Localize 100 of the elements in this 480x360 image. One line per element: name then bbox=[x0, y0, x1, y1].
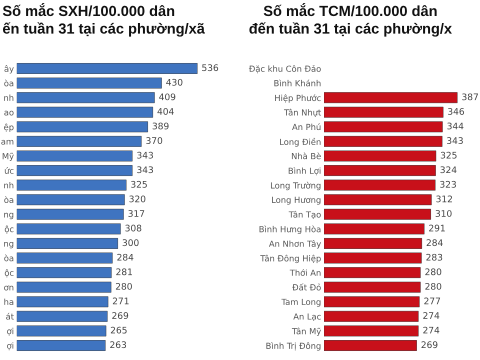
bar bbox=[16, 63, 198, 74]
y-tick-label: ức bbox=[4, 167, 14, 174]
data-label: 320 bbox=[129, 196, 146, 202]
bar bbox=[16, 92, 155, 104]
y-tick-label: Nhà Bè bbox=[292, 152, 321, 160]
data-label: 291 bbox=[429, 224, 445, 232]
data-label: 284 bbox=[117, 254, 134, 261]
y-tick-label: ha bbox=[4, 298, 14, 306]
y-tick-label: ơn bbox=[4, 285, 14, 290]
bar bbox=[324, 180, 436, 191]
data-label: 281 bbox=[116, 268, 132, 276]
data-label: 323 bbox=[440, 180, 456, 188]
y-tick-label: ng bbox=[4, 242, 14, 248]
bar bbox=[16, 267, 112, 278]
bar bbox=[16, 150, 133, 162]
bar bbox=[16, 252, 113, 264]
y-tick-label: nh bbox=[4, 182, 14, 188]
data-label: 343 bbox=[137, 166, 153, 174]
y-tick-label: ệp bbox=[4, 123, 14, 132]
y-tick-label: Long Trường bbox=[270, 182, 320, 190]
bar bbox=[16, 340, 106, 351]
bar bbox=[324, 208, 432, 220]
bar bbox=[16, 78, 162, 89]
bar bbox=[324, 150, 436, 162]
y-tick-label: nh bbox=[4, 94, 14, 101]
bar bbox=[16, 121, 148, 132]
chart-title: Số mắc SXH/100.000 dân ến tuần 31 tại các phường/xã bbox=[2, 2, 205, 37]
bar bbox=[16, 223, 121, 234]
bar bbox=[16, 180, 126, 191]
data-label: 269 bbox=[112, 312, 128, 319]
data-label: 389 bbox=[152, 122, 169, 130]
bar bbox=[324, 136, 442, 147]
bar bbox=[16, 106, 154, 118]
y-tick-label: am bbox=[1, 140, 14, 145]
y-tick-label: Thới An bbox=[290, 269, 321, 276]
y-tick-label: ộc bbox=[4, 269, 14, 278]
data-label: 280 bbox=[425, 282, 442, 290]
bar bbox=[324, 223, 424, 234]
data-label: 409 bbox=[159, 93, 176, 100]
bar bbox=[16, 194, 125, 206]
data-label: 280 bbox=[425, 268, 442, 276]
bar bbox=[324, 310, 419, 322]
bar bbox=[324, 282, 421, 293]
data-label: 284 bbox=[426, 239, 443, 246]
bar bbox=[16, 165, 133, 176]
bar bbox=[16, 282, 112, 293]
data-label: 344 bbox=[447, 122, 464, 130]
y-tick-label: Đặc khu Côn Đảo bbox=[248, 65, 321, 74]
data-label: 310 bbox=[436, 210, 452, 217]
y-tick-label: ng bbox=[4, 212, 14, 220]
data-label: 343 bbox=[447, 137, 463, 144]
data-label: 269 bbox=[422, 341, 438, 348]
y-tick-label: Bình Hưng Hòa bbox=[260, 226, 320, 234]
bar bbox=[16, 296, 108, 308]
data-label: 317 bbox=[128, 210, 144, 217]
bar bbox=[324, 267, 421, 278]
y-tick-label: Mỹ bbox=[2, 152, 14, 161]
data-label: 325 bbox=[440, 152, 457, 159]
bar bbox=[16, 310, 108, 322]
bar bbox=[324, 340, 417, 351]
y-tick-label: át bbox=[6, 312, 14, 320]
data-label: 300 bbox=[122, 239, 139, 246]
bar bbox=[324, 92, 458, 104]
chart-title: Số mắc TCM/100.000 dân đến tuần 31 tại các phường/x bbox=[249, 2, 452, 37]
data-label: 387 bbox=[462, 93, 478, 100]
y-tick-label: Bình Khánh bbox=[274, 80, 321, 86]
bar bbox=[16, 325, 106, 336]
bar bbox=[324, 106, 444, 118]
data-label: 325 bbox=[131, 180, 147, 188]
bar bbox=[324, 296, 420, 308]
bar bbox=[16, 136, 142, 147]
y-tick-label: Tân Nhựt bbox=[284, 108, 322, 117]
y-tick-label: An Lạc bbox=[293, 313, 321, 322]
data-label: 370 bbox=[146, 137, 162, 144]
y-tick-label: Đất Đỏ bbox=[292, 283, 321, 290]
bar bbox=[16, 208, 124, 220]
y-tick-label: Bình Trị Đông bbox=[266, 342, 320, 351]
bar bbox=[324, 238, 422, 249]
data-label: 430 bbox=[166, 78, 182, 86]
data-label: 265 bbox=[110, 326, 127, 334]
data-label: 536 bbox=[202, 64, 218, 72]
y-tick-label: òa bbox=[4, 196, 14, 203]
bar bbox=[324, 252, 422, 264]
data-label: 312 bbox=[436, 196, 452, 202]
y-tick-label: ộc bbox=[4, 225, 14, 234]
y-tick-label: òa bbox=[4, 254, 14, 262]
y-tick-label: Tân Mỹ bbox=[292, 328, 321, 336]
y-tick-label: Bình Lợi bbox=[288, 167, 320, 176]
data-label: 308 bbox=[125, 224, 142, 232]
y-tick-label: An Phú bbox=[292, 123, 320, 130]
y-tick-label: Tam Long bbox=[281, 298, 320, 307]
bar bbox=[324, 325, 419, 336]
data-label: 263 bbox=[110, 341, 126, 348]
y-tick-label: ợi bbox=[7, 342, 14, 350]
y-tick-label: An Nhơn Tây bbox=[268, 240, 321, 249]
y-tick-label: Tân Đông Hiệp bbox=[260, 254, 321, 264]
bar bbox=[324, 165, 436, 176]
y-tick-label: Tân Tạo bbox=[288, 210, 321, 220]
y-tick-label: ao bbox=[4, 110, 14, 116]
bar bbox=[324, 194, 432, 206]
